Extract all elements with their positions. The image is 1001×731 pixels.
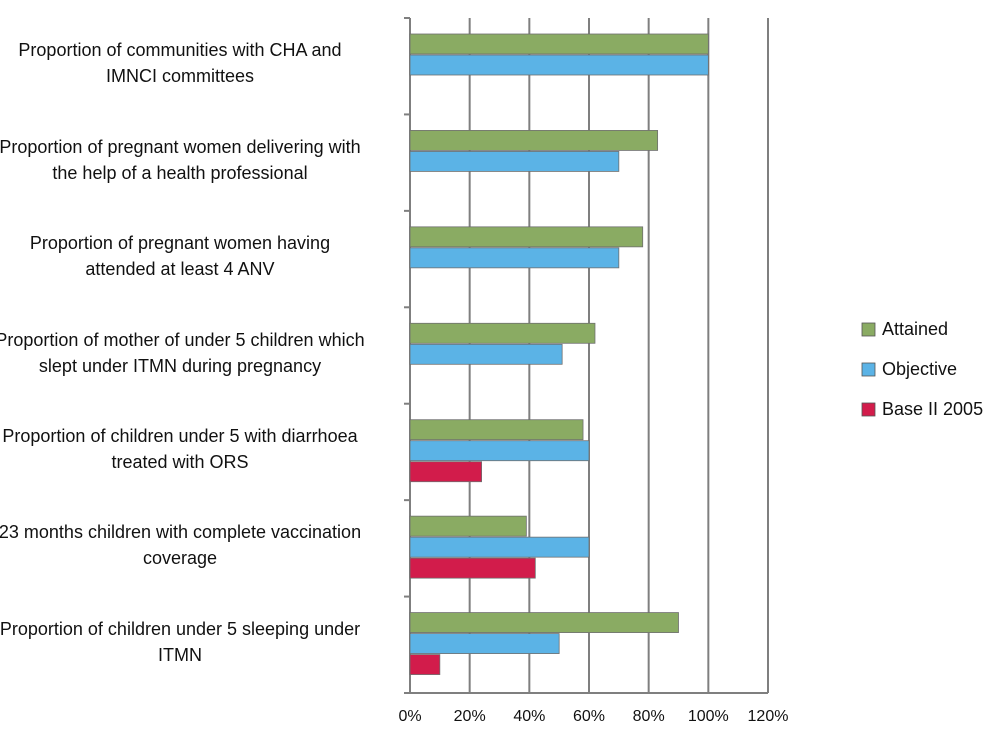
bar [409,151,620,172]
legend-label: Base II 2005 [882,399,983,419]
bar [409,461,482,483]
legend-swatch [861,362,876,377]
bar [409,654,441,675]
x-tick-label: 20% [454,708,486,725]
bar [409,612,679,633]
category-label: Proportion of children under 5 with diar… [2,425,358,472]
legend-label: Objective [882,359,957,379]
bar [409,557,536,579]
bar [409,33,709,55]
x-tick-label: 40% [513,708,545,725]
bar [409,515,527,537]
legend-label: Attained [882,319,948,339]
category-label: Proportion of children under 5 sleeping … [0,618,361,665]
x-tick-label: 120% [748,708,789,725]
category-label: Proportion of pregnant women delivering … [0,136,361,183]
bar [409,343,563,365]
bar [409,322,596,344]
legend-swatch [861,322,876,337]
x-tick-label: 0% [398,708,421,725]
category-label: 23 months children with complete vaccina… [0,522,362,569]
bar [409,536,590,558]
category-label: Proportion of communities with CHA and I… [18,40,342,87]
bar [409,54,709,76]
x-tick-label: 80% [633,708,665,725]
legend-swatch [861,402,876,417]
x-tick-label: 60% [573,708,605,725]
bar [409,440,590,462]
category-label: Proportion of pregnant women having atte… [29,233,331,280]
bar [409,226,644,248]
bar [409,633,560,654]
bar [409,130,659,151]
bar [409,419,584,441]
x-tick-label: 100% [688,708,729,725]
bar [409,247,620,269]
category-label: Proportion of mother of under 5 children… [0,329,365,376]
